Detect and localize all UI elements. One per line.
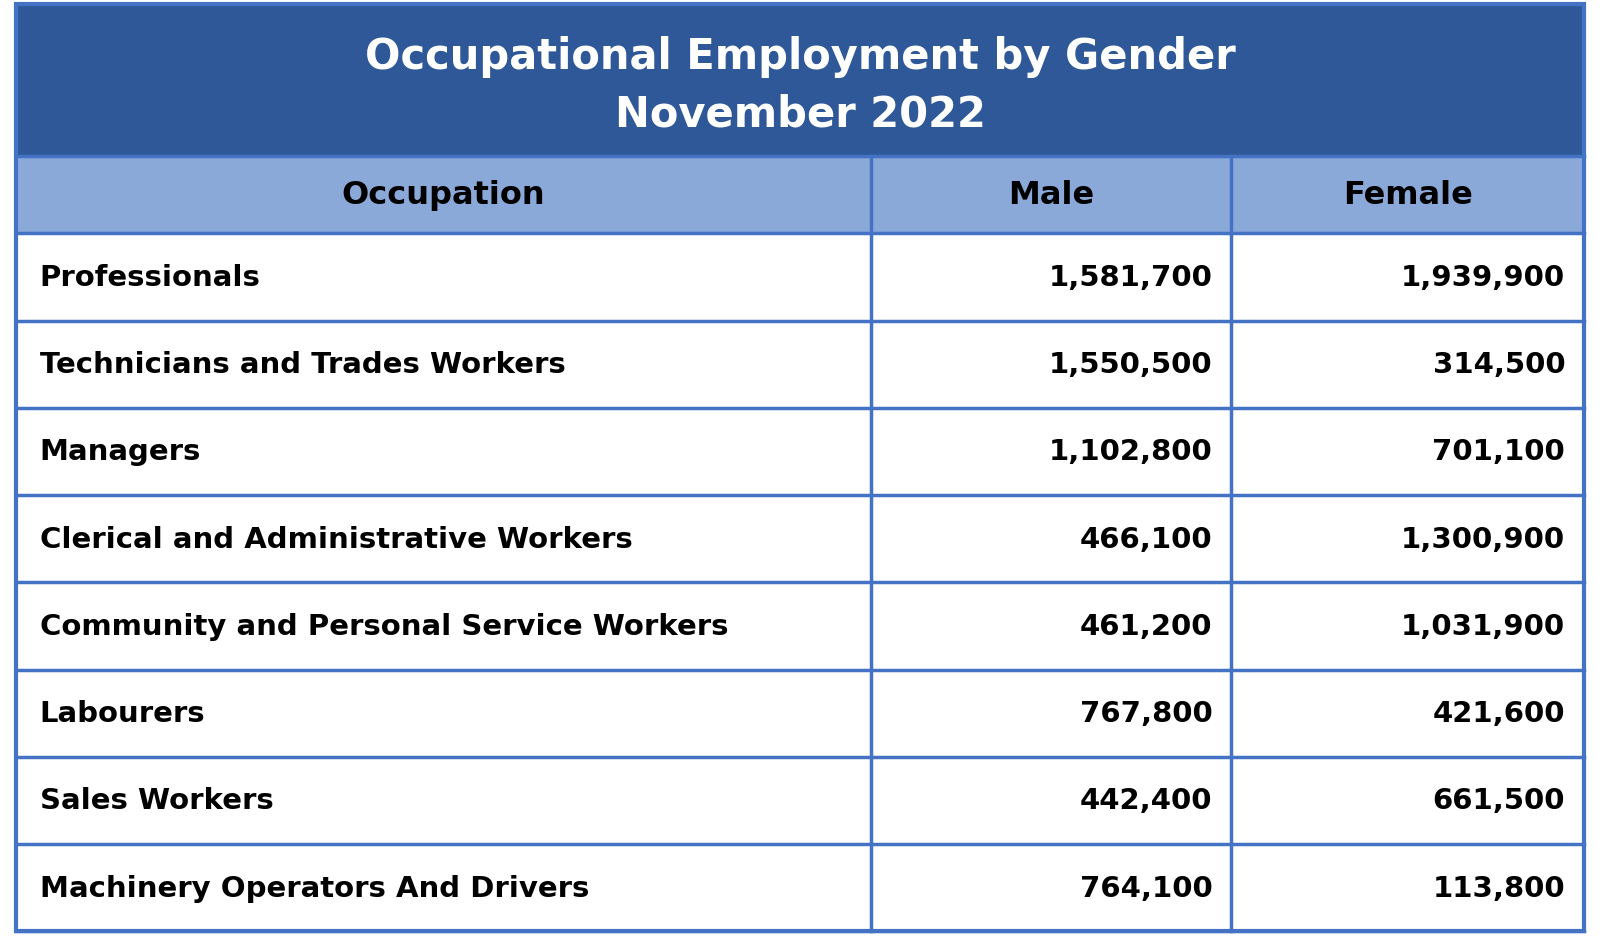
Text: Professionals: Professionals — [40, 264, 261, 292]
Text: Managers: Managers — [40, 438, 202, 466]
Bar — [16, 234, 1584, 321]
Text: 421,600: 421,600 — [1432, 699, 1565, 727]
Text: 1,102,800: 1,102,800 — [1048, 438, 1213, 466]
Text: 461,200: 461,200 — [1080, 612, 1213, 640]
Bar — [16, 408, 1584, 495]
Text: 764,100: 764,100 — [1080, 873, 1213, 901]
Bar — [16, 157, 1584, 234]
Text: Occupational Employment by Gender: Occupational Employment by Gender — [365, 36, 1235, 78]
Text: Clerical and Administrative Workers: Clerical and Administrative Workers — [40, 525, 632, 553]
Text: 661,500: 661,500 — [1432, 786, 1565, 814]
Text: 442,400: 442,400 — [1080, 786, 1213, 814]
Text: 314,500: 314,500 — [1432, 351, 1565, 379]
Text: 1,031,900: 1,031,900 — [1402, 612, 1565, 640]
Text: 466,100: 466,100 — [1080, 525, 1213, 553]
Bar — [16, 495, 1584, 582]
Text: Occupation: Occupation — [341, 180, 546, 212]
Text: Technicians and Trades Workers: Technicians and Trades Workers — [40, 351, 565, 379]
Bar — [16, 670, 1584, 757]
Text: Machinery Operators And Drivers: Machinery Operators And Drivers — [40, 873, 589, 901]
Text: 113,800: 113,800 — [1432, 873, 1565, 901]
Text: 1,550,500: 1,550,500 — [1048, 351, 1213, 379]
Bar — [16, 844, 1584, 931]
Text: 1,300,900: 1,300,900 — [1402, 525, 1565, 553]
Text: 1,939,900: 1,939,900 — [1402, 264, 1565, 292]
Text: 701,100: 701,100 — [1432, 438, 1565, 466]
Text: Labourers: Labourers — [40, 699, 205, 727]
Text: Male: Male — [1008, 180, 1094, 212]
Bar — [16, 757, 1584, 844]
Text: 767,800: 767,800 — [1080, 699, 1213, 727]
Text: Community and Personal Service Workers: Community and Personal Service Workers — [40, 612, 728, 640]
Bar — [16, 5, 1584, 157]
Text: November 2022: November 2022 — [614, 94, 986, 136]
Text: 1,581,700: 1,581,700 — [1048, 264, 1213, 292]
Text: Sales Workers: Sales Workers — [40, 786, 274, 814]
Bar — [16, 321, 1584, 408]
Bar — [16, 582, 1584, 670]
Text: Female: Female — [1342, 180, 1472, 212]
